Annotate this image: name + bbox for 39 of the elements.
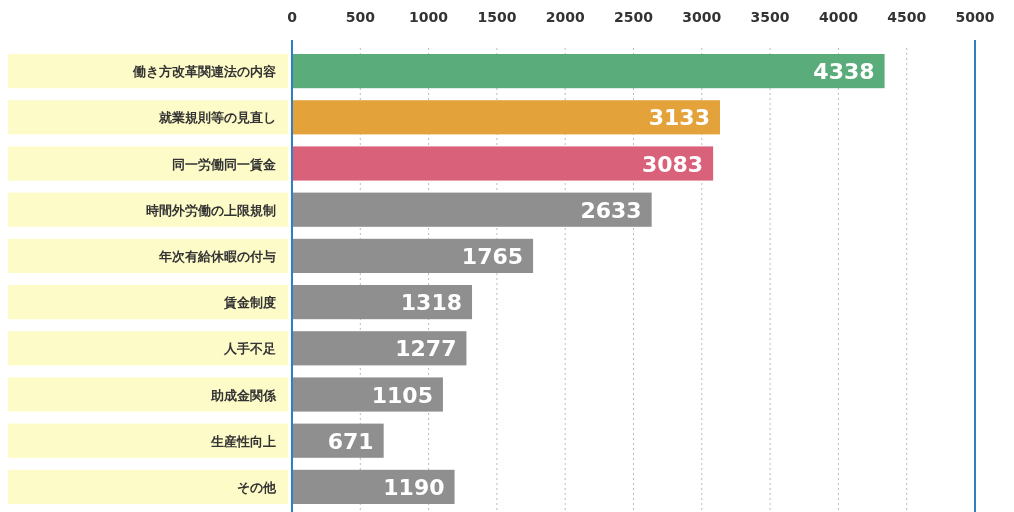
bar	[292, 331, 467, 366]
data-label: 3083	[641, 151, 704, 177]
x-tick-label: 4000	[818, 9, 859, 25]
x-tick-label: 5000	[955, 9, 995, 25]
x-tick-label: 2000	[545, 9, 585, 25]
y-tick-label: 時間外労働の上限規制	[146, 202, 276, 218]
bar	[292, 192, 652, 227]
x-tick-label: 0	[287, 9, 298, 25]
x-tick-label: 1500	[477, 9, 517, 25]
x-tick-label: 3500	[750, 9, 790, 25]
data-label: 671	[327, 428, 374, 454]
y-tick-label: 年次有給休暇の付与	[158, 248, 276, 264]
data-label: 1765	[461, 243, 524, 269]
bar	[292, 238, 534, 273]
data-label: 4338	[813, 59, 875, 85]
x-tick-label: 500	[345, 9, 376, 25]
y-tick-label: 同一労働同一賃金	[172, 156, 277, 172]
y-tick-label: 賃金制度	[223, 295, 276, 311]
y-tick-label: 就業規則等の見直し	[158, 110, 276, 126]
y-tick-label: 働き方改革関連法の内容	[132, 64, 276, 80]
data-label: 2633	[580, 197, 642, 223]
x-tick-label: 4500	[887, 9, 927, 25]
data-label: 1277	[395, 336, 457, 362]
bar	[292, 285, 473, 320]
bar	[292, 377, 443, 412]
y-tick-label: 人手不足	[223, 341, 276, 357]
bar	[292, 146, 714, 181]
x-tick-label: 2500	[614, 9, 654, 25]
data-label: 1190	[383, 474, 445, 500]
y-tick-label: 助成金関係	[210, 387, 277, 403]
x-tick-label: 1000	[409, 9, 449, 25]
y-tick-label: その他	[237, 479, 277, 495]
data-label: 3133	[648, 105, 710, 131]
bar	[292, 100, 720, 135]
data-label: 1105	[371, 382, 433, 408]
x-tick-label: 3000	[682, 9, 722, 25]
data-label: 1318	[400, 290, 463, 316]
y-tick-label: 生産性向上	[210, 433, 276, 449]
bar	[292, 54, 885, 89]
